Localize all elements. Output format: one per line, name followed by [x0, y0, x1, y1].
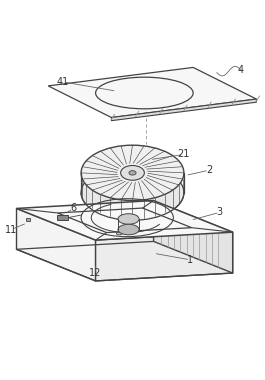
- Bar: [26, 218, 30, 221]
- Polygon shape: [111, 99, 257, 121]
- Text: 6: 6: [70, 203, 76, 214]
- Ellipse shape: [118, 214, 139, 224]
- Text: 3: 3: [217, 207, 223, 217]
- Ellipse shape: [81, 165, 184, 220]
- Text: 11: 11: [5, 225, 17, 234]
- Ellipse shape: [116, 232, 122, 235]
- Polygon shape: [16, 201, 233, 240]
- Polygon shape: [154, 201, 233, 273]
- Text: 2: 2: [206, 165, 212, 175]
- Text: 21: 21: [178, 149, 190, 160]
- Text: 4: 4: [237, 65, 244, 75]
- Text: 12: 12: [89, 268, 102, 278]
- Ellipse shape: [81, 145, 184, 201]
- Text: 1: 1: [187, 255, 193, 265]
- Ellipse shape: [121, 165, 144, 180]
- Bar: [57, 215, 68, 220]
- Ellipse shape: [129, 171, 136, 175]
- Polygon shape: [48, 67, 257, 117]
- Ellipse shape: [118, 224, 139, 235]
- Text: 41: 41: [56, 77, 69, 87]
- Polygon shape: [96, 232, 233, 281]
- Polygon shape: [16, 209, 96, 281]
